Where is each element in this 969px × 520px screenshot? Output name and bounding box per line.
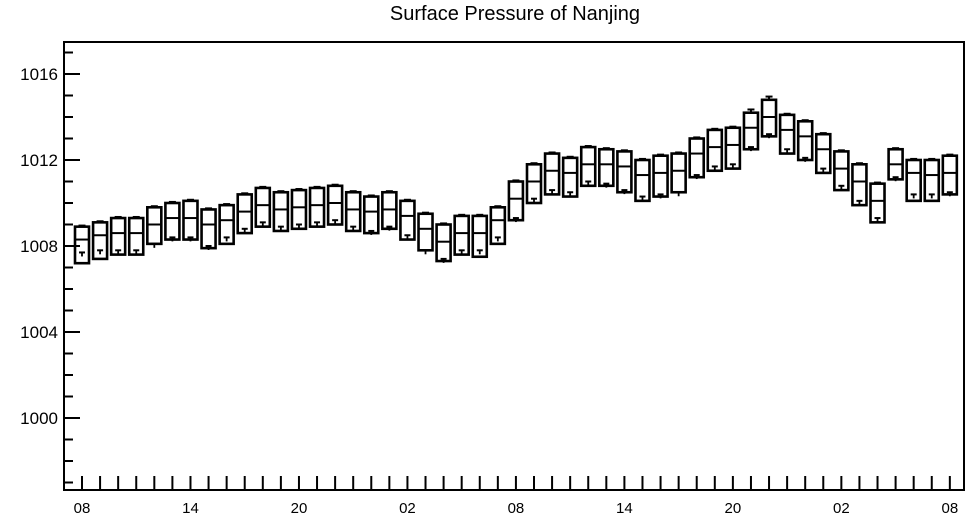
box [543,152,561,196]
x-tick-label: 08 [508,500,525,517]
y-tick-label: 1000 [20,409,58,428]
x-tick-label: 08 [941,500,958,517]
box [778,113,796,155]
box [471,214,489,259]
box [218,203,235,246]
box [634,158,651,203]
box [561,156,579,198]
box [435,223,452,263]
box [164,201,181,241]
boxes-layer [73,95,959,265]
x-tick-label: 20 [725,500,742,517]
box [272,190,290,233]
box [833,150,850,192]
box [851,163,868,207]
y-tick-label: 1004 [20,323,58,342]
box [579,145,597,188]
plot-frame [63,41,965,491]
box [200,208,217,250]
x-tick-label: 08 [74,500,91,517]
x-axis: 08 14 20 02 08 14 20 02 08 [74,476,958,517]
box [308,186,326,228]
box [796,120,814,162]
y-tick-label: 1016 [20,65,58,84]
box [489,206,507,246]
box [598,147,615,188]
box [923,158,941,203]
box [706,128,724,173]
y-tick-label: 1008 [20,237,58,256]
box [941,154,959,196]
y-axis: 1000 1004 1008 1012 1016 [20,51,80,484]
box [326,184,344,226]
box [236,193,254,235]
box [254,186,272,228]
box [905,158,922,203]
box [146,206,163,246]
box [616,150,633,194]
box [525,163,543,205]
box [742,111,760,151]
box [869,182,886,224]
box [182,199,199,241]
x-tick-label: 14 [182,500,199,517]
box [507,180,525,222]
box [760,98,778,138]
box [344,190,362,233]
box [453,214,470,256]
box [399,199,416,241]
box [652,154,669,198]
box [73,225,91,265]
box [814,132,832,175]
box [362,195,380,235]
x-tick-label: 20 [291,500,308,517]
box [417,212,434,252]
x-tick-label: 02 [833,500,850,517]
box [109,216,127,256]
box [127,216,145,256]
box [688,137,706,179]
y-tick-label: 1012 [20,151,58,170]
x-tick-label: 02 [399,500,416,517]
box [724,126,742,170]
box [91,221,109,261]
x-tick-label: 14 [616,500,633,517]
chart-title: Surface Pressure of Nanjing [389,3,641,25]
box [381,190,398,231]
box [670,152,687,194]
box [290,188,308,231]
